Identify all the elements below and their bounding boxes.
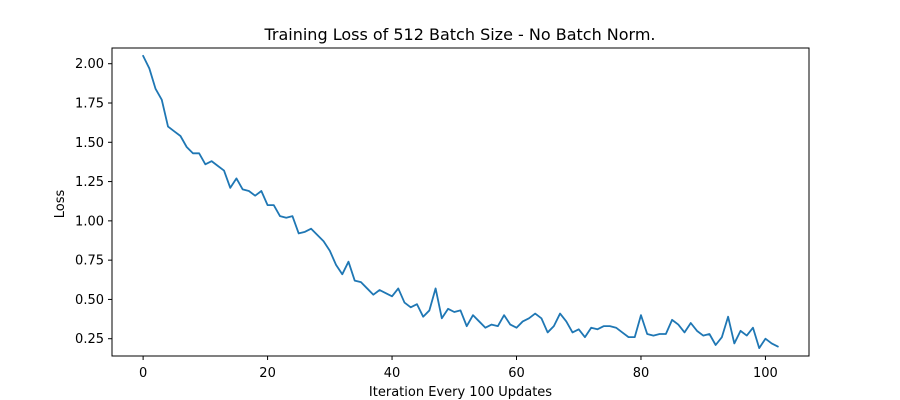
y-tick-label: 1.00 xyxy=(75,214,104,229)
y-axis-title: Loss xyxy=(53,190,68,219)
loss-series-line xyxy=(142,54,779,350)
y-tick-label: 0.75 xyxy=(75,254,104,269)
y-tick-label: 0.25 xyxy=(75,332,104,347)
y-axis-ticks: 0.25 0.50 0.75 1.00 1.25 1.50 1.75 2.00 xyxy=(75,57,112,347)
x-axis-ticks: 0 20 40 60 80 100 xyxy=(139,356,778,381)
x-tick-label: 60 xyxy=(508,366,525,381)
y-tick-label: 1.25 xyxy=(75,175,104,190)
x-tick-label: 100 xyxy=(753,366,778,381)
chart-title: Training Loss of 512 Batch Size - No Bat… xyxy=(263,25,655,44)
y-tick-label: 1.75 xyxy=(75,97,104,112)
y-tick-label: 1.50 xyxy=(75,136,104,151)
x-tick-label: 20 xyxy=(259,366,276,381)
x-tick-label: 0 xyxy=(139,366,147,381)
x-axis-title: Iteration Every 100 Updates xyxy=(369,385,552,400)
plot-area-frame xyxy=(111,47,810,357)
y-tick-label: 0.50 xyxy=(75,293,104,308)
x-tick-label: 40 xyxy=(384,366,401,381)
x-tick-label: 80 xyxy=(633,366,650,381)
y-tick-label: 2.00 xyxy=(75,57,104,72)
